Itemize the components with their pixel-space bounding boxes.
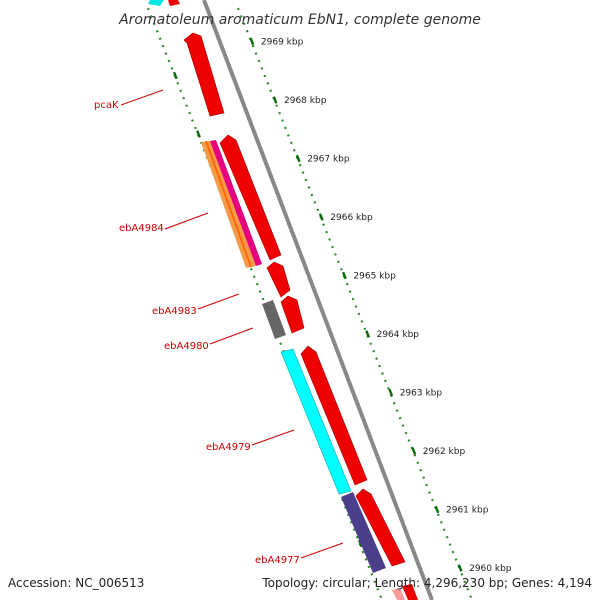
- kbp-label: 2969 kbp: [261, 38, 304, 48]
- outer-tick-major: [388, 388, 394, 397]
- gene-top-cyan[interactable]: [148, 0, 164, 6]
- gene-label-eba4980: ebA4980: [164, 341, 209, 352]
- gene-label-eba4983: ebA4983: [152, 306, 197, 317]
- gene-eba4981[interactable]: [280, 295, 305, 334]
- outer-tick-major: [272, 96, 278, 104]
- topology-text: Topology: circular; Length: 4,296,230 bp…: [261, 576, 592, 590]
- gene-eba4984-magenta[interactable]: [210, 140, 262, 266]
- gene-eba4984-stripe[interactable]: [205, 141, 252, 267]
- kbp-label: 2963 kbp: [400, 389, 443, 399]
- outer-tick-major: [457, 564, 463, 572]
- outer-tick-major: [249, 37, 255, 46]
- gene-red-long[interactable]: [300, 345, 368, 486]
- inner-tick-major: [172, 71, 178, 80]
- gene-top-red[interactable]: [168, 0, 180, 6]
- gene-bottom-red[interactable]: [402, 584, 418, 600]
- map-title: Aromatoleum aromaticum EbN1, complete ge…: [118, 12, 481, 28]
- gene-eba4977[interactable]: [341, 492, 386, 573]
- gene-label-eba4984: ebA4984: [119, 223, 164, 234]
- kbp-label: 2966 kbp: [330, 213, 373, 223]
- kbp-label: 2961 kbp: [446, 506, 489, 516]
- gene-eba4984-red[interactable]: [219, 134, 282, 261]
- gene-bottom-pink[interactable]: [392, 588, 405, 600]
- inner-tick-major: [196, 130, 201, 138]
- gene-eba4979[interactable]: [280, 348, 352, 495]
- gene-label-eba4979: ebA4979: [206, 442, 251, 453]
- gene-eba4983[interactable]: [266, 261, 291, 298]
- gene-eba4980[interactable]: [262, 300, 286, 339]
- kbp-label: 2962 kbp: [423, 447, 466, 457]
- gene-label-eba4977: ebA4977: [255, 555, 300, 566]
- outer-tick-major: [434, 505, 440, 514]
- outer-tick-major: [411, 447, 417, 455]
- kbp-label: 2965 kbp: [353, 272, 396, 282]
- gene-eba4978[interactable]: [355, 488, 406, 567]
- outer-tick-major: [365, 330, 371, 338]
- outer-tick-major: [318, 213, 324, 221]
- kbp-labels: 2969 kbp 2968 kbp 2967 kbp 2966 kbp 2965 kbp…: [261, 38, 512, 575]
- outer-tick-major: [295, 154, 301, 163]
- genome-backbone: [202, 0, 434, 600]
- kbp-label: 2967 kbp: [307, 155, 350, 165]
- gene-pcak[interactable]: [183, 32, 225, 117]
- outer-tick-major: [341, 271, 347, 280]
- kbp-label: 2964 kbp: [377, 330, 420, 340]
- gene-label-pcak: pcaK: [94, 100, 119, 111]
- gene-features: [148, 0, 418, 600]
- inner-tick-major: [357, 539, 363, 548]
- kbp-label: 2960 kbp: [469, 564, 512, 574]
- accession-text: Accession: NC_006513: [8, 576, 144, 590]
- kbp-label: 2968 kbp: [284, 96, 327, 106]
- outer-tick-marks: [249, 37, 463, 572]
- gene-labels: pcaK ebA4984 ebA4983 ebA4980 ebA4979 ebA…: [94, 89, 344, 566]
